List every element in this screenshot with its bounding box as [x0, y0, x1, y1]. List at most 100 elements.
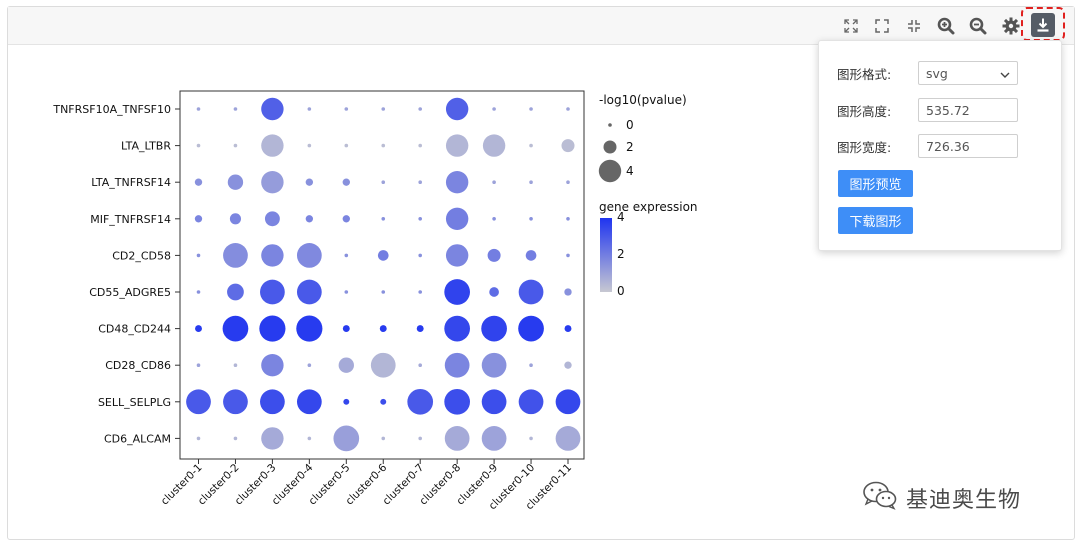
dot	[529, 363, 533, 368]
size-legend-dot	[603, 140, 617, 154]
dot	[445, 97, 469, 121]
zoom-out-icon[interactable]	[966, 14, 990, 38]
color-legend-bar	[600, 218, 612, 292]
dot	[481, 315, 507, 342]
dot	[492, 107, 496, 111]
dot	[194, 178, 203, 186]
dot	[261, 97, 284, 121]
dot	[529, 180, 533, 184]
fullscreen-icon[interactable]	[870, 14, 894, 38]
dot	[227, 283, 244, 301]
dot	[264, 211, 280, 227]
dot	[296, 243, 322, 268]
format-row: 图形格式: svg	[837, 61, 1018, 85]
dot	[418, 143, 423, 148]
dot	[489, 287, 499, 297]
dot	[444, 426, 470, 451]
wechat-icon	[862, 480, 898, 516]
dot	[529, 217, 533, 221]
dot	[380, 398, 387, 405]
dot	[338, 357, 354, 373]
dot	[407, 388, 434, 415]
dot	[342, 215, 350, 223]
color-legend-title: gene expression	[599, 200, 698, 214]
dot	[418, 180, 423, 184]
dot	[233, 436, 238, 441]
dot	[381, 180, 386, 184]
dot	[444, 352, 470, 378]
dot	[223, 243, 248, 268]
dot	[379, 325, 387, 333]
size-legend-dot	[608, 123, 612, 127]
color-legend-label: 4	[617, 210, 625, 224]
dot	[481, 426, 507, 451]
dot	[418, 217, 423, 221]
dot	[194, 215, 203, 223]
height-input[interactable]: 535.72	[918, 98, 1018, 122]
dot	[196, 290, 201, 294]
row-label: LTA_TNFRSF14	[91, 176, 171, 189]
dot	[418, 253, 423, 258]
dot	[296, 279, 322, 305]
row-label: CD28_CD86	[105, 359, 171, 372]
download-button[interactable]: 下载图形	[838, 207, 913, 234]
gear-icon[interactable]	[999, 14, 1023, 38]
zoom-in-icon[interactable]	[934, 14, 958, 38]
dot	[296, 389, 322, 415]
dot	[227, 174, 244, 190]
dot	[196, 253, 201, 258]
size-legend-label: 0	[626, 118, 634, 132]
dot	[555, 426, 581, 451]
expand-icon[interactable]	[839, 14, 863, 38]
dot	[260, 389, 285, 415]
height-row: 图形高度: 535.72	[837, 98, 1018, 122]
dot	[418, 436, 423, 441]
size-legend-dot	[598, 159, 622, 183]
width-input[interactable]: 726.36	[918, 134, 1018, 158]
row-label: MIF_TNFRSF14	[90, 213, 171, 226]
download-settings-popup: 图形格式: svg 图形高度: 535.72 图形宽度: 726.36 图形预览…	[818, 40, 1062, 251]
dot	[492, 217, 496, 221]
download-icon[interactable]	[1031, 13, 1055, 37]
dot	[381, 436, 386, 441]
dot	[196, 107, 201, 111]
dot	[196, 436, 201, 441]
format-select[interactable]: svg	[918, 61, 1018, 85]
dot	[566, 253, 570, 258]
dot	[525, 250, 537, 261]
dot	[518, 389, 544, 415]
dot	[305, 178, 314, 186]
dot	[344, 143, 349, 148]
dot	[481, 352, 507, 378]
dot	[307, 436, 312, 441]
dot	[305, 215, 314, 223]
dot	[487, 248, 501, 262]
dot	[418, 290, 423, 294]
dot	[445, 134, 469, 157]
dot	[444, 279, 470, 305]
row-label: CD55_ADGRE5	[89, 286, 171, 299]
dot	[343, 398, 350, 405]
dot	[445, 207, 469, 230]
dot	[416, 325, 424, 333]
height-label: 图形高度:	[837, 103, 892, 119]
size-legend-label: 2	[626, 140, 634, 154]
dot	[481, 389, 507, 415]
size-legend-label: 4	[626, 164, 634, 178]
dot	[233, 363, 238, 368]
dot	[381, 290, 386, 294]
dot	[342, 325, 350, 333]
row-label: TNFRSF10A_TNFSF10	[52, 103, 171, 116]
preview-button[interactable]: 图形预览	[838, 170, 913, 197]
dot	[555, 389, 581, 415]
dot	[186, 389, 211, 415]
dot	[195, 325, 202, 333]
dot	[233, 143, 238, 148]
dot	[561, 139, 575, 153]
shrink-icon[interactable]	[902, 14, 926, 38]
dot	[261, 354, 284, 377]
watermark: 基迪奥生物	[862, 478, 1021, 518]
dot	[223, 389, 248, 415]
dot	[344, 290, 349, 294]
